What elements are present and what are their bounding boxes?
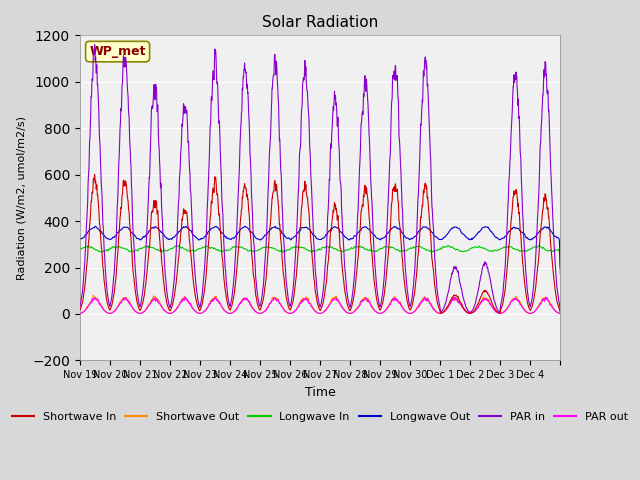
- Title: Solar Radiation: Solar Radiation: [262, 15, 378, 30]
- Y-axis label: Radiation (W/m2, umol/m2/s): Radiation (W/m2, umol/m2/s): [17, 116, 27, 280]
- Legend: Shortwave In, Shortwave Out, Longwave In, Longwave Out, PAR in, PAR out: Shortwave In, Shortwave Out, Longwave In…: [7, 408, 633, 426]
- X-axis label: Time: Time: [305, 386, 335, 399]
- Text: WP_met: WP_met: [90, 45, 146, 58]
